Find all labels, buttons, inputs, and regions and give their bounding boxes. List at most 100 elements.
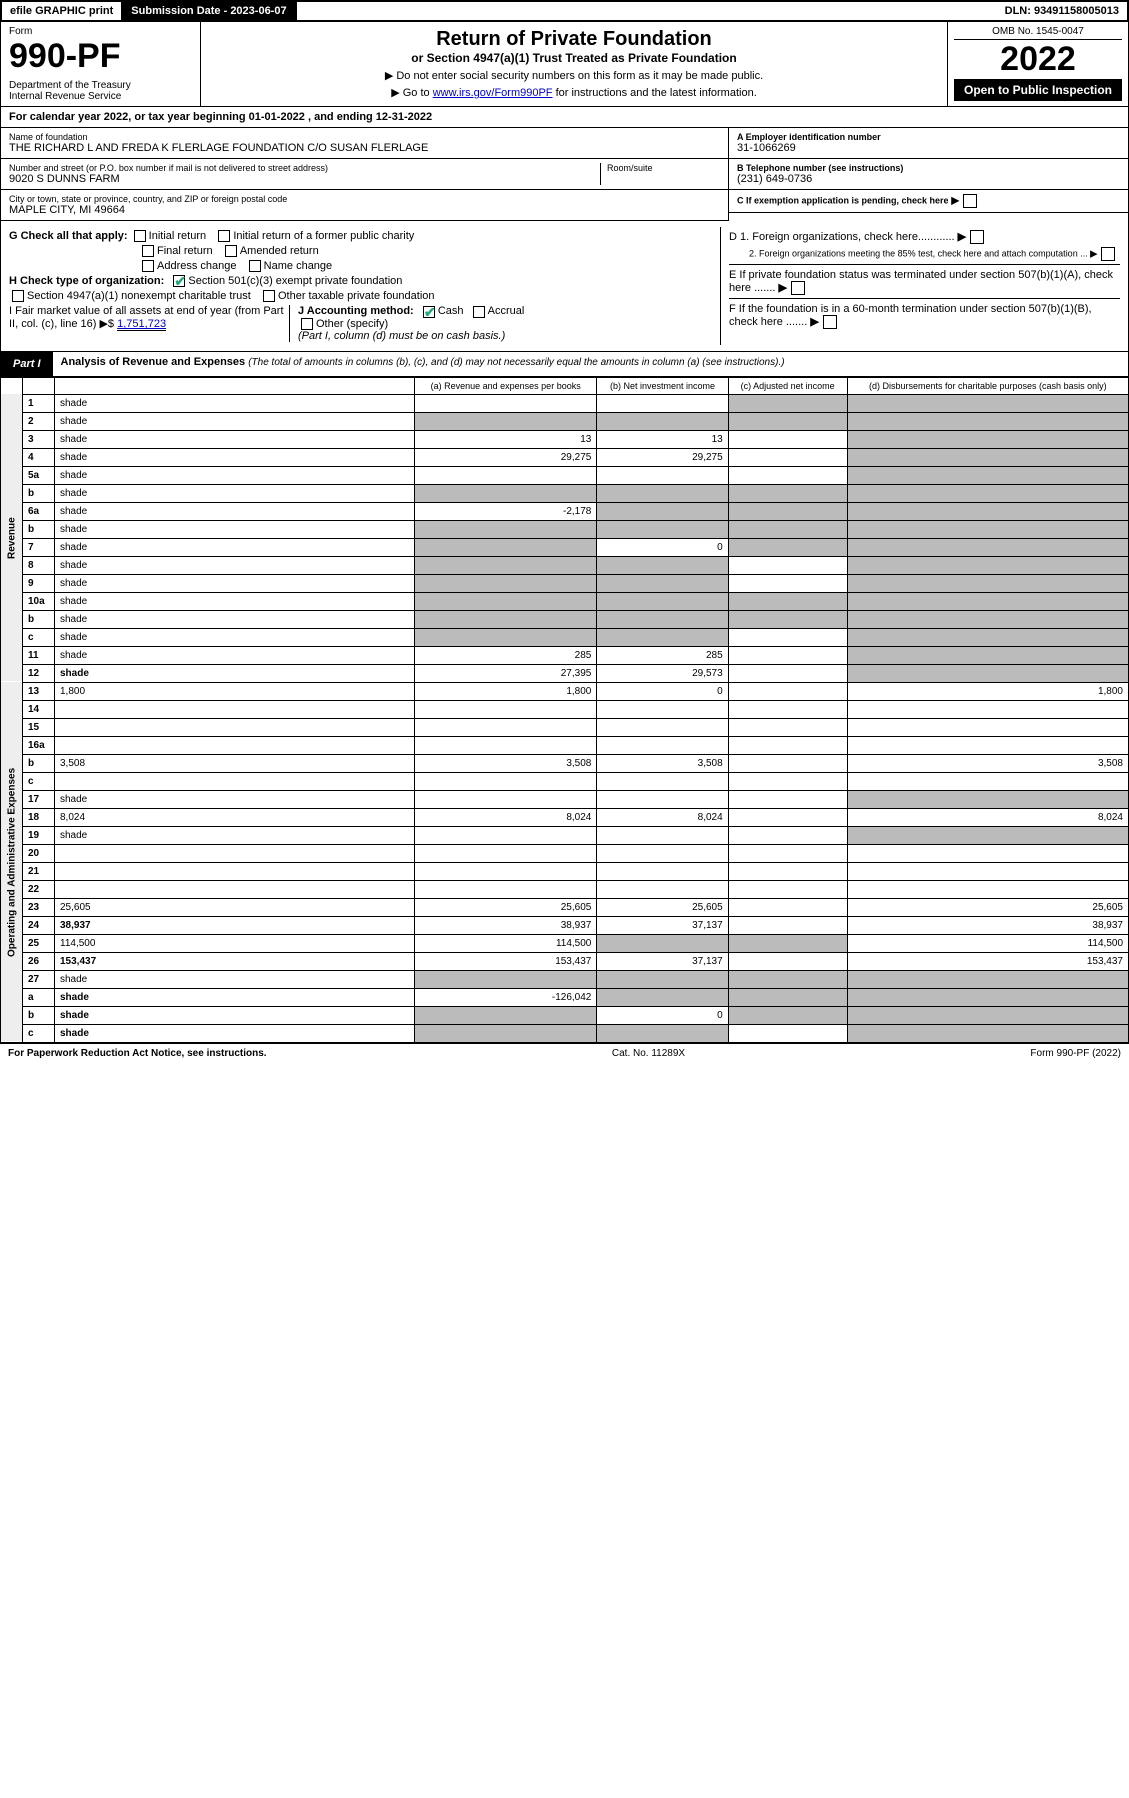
form-subtitle: or Section 4947(a)(1) Trust Treated as P… [209,51,939,65]
cell-b [597,700,728,718]
cell-a [415,880,597,898]
cell-d [847,628,1128,646]
cell-c [728,718,847,736]
f-checkbox[interactable] [823,315,837,329]
e-checkbox[interactable] [791,281,805,295]
other-taxable-checkbox[interactable] [263,290,275,302]
table-row: 14 [1,700,1129,718]
fmv-link[interactable]: 1,751,723 [117,318,166,331]
instructions-link[interactable]: www.irs.gov/Form990PF [433,87,553,99]
cell-a [415,484,597,502]
note2-pre: ▶ Go to [391,87,432,99]
line-number: 24 [23,916,55,934]
cell-c [728,502,847,520]
footer-right: Form 990-PF (2022) [1030,1048,1121,1059]
room-label: Room/suite [607,163,720,173]
cell-d [847,700,1128,718]
cell-a [415,826,597,844]
line-number: a [23,988,55,1006]
cell-a: 3,508 [415,754,597,772]
d2-checkbox[interactable] [1101,247,1115,261]
d1-checkbox[interactable] [970,230,984,244]
cell-d [847,790,1128,808]
cell-a [415,1024,597,1042]
c-checkbox[interactable] [963,194,977,208]
cell-b: 3,508 [597,754,728,772]
dept-label: Department of the Treasury Internal Reve… [9,80,192,102]
g-opt-2: Final return [157,245,213,257]
c-label: C If exemption application is pending, c… [737,196,949,206]
omb-number: OMB No. 1545-0047 [954,26,1122,40]
col-b-hdr: (b) Net investment income [597,377,728,394]
line-desc [55,736,415,754]
cell-b: 37,137 [597,952,728,970]
line-desc: 8,024 [55,808,415,826]
j-label: J Accounting method: [298,305,414,317]
form-title: Return of Private Foundation [209,28,939,51]
initial-return-former-checkbox[interactable] [218,230,230,242]
cell-d [847,826,1128,844]
line-number: 8 [23,556,55,574]
cell-b [597,610,728,628]
line-number: 12 [23,664,55,682]
table-row: 3shade1313 [1,430,1129,448]
line-desc: shade [55,556,415,574]
g-row-3: Address change Name change [9,260,712,272]
table-row: bshade [1,610,1129,628]
line-desc [55,862,415,880]
line-number: 23 [23,898,55,916]
cell-b [597,502,728,520]
accrual-checkbox[interactable] [473,306,485,318]
cell-d [847,1006,1128,1024]
other-method-checkbox[interactable] [301,318,313,330]
cell-c [728,880,847,898]
line-number: c [23,628,55,646]
submission-date: Submission Date - 2023-06-07 [123,2,296,20]
cell-b: 29,275 [597,448,728,466]
final-return-checkbox[interactable] [142,245,154,257]
line-desc: 153,437 [55,952,415,970]
table-row: 8shade [1,556,1129,574]
cell-a [415,700,597,718]
cell-d [847,610,1128,628]
line-desc: shade [55,538,415,556]
g-opt-3: Amended return [240,245,319,257]
g-label: G Check all that apply: [9,230,128,242]
cell-b [597,484,728,502]
cash-checkbox[interactable] [423,306,435,318]
cell-c [728,520,847,538]
cell-a [415,412,597,430]
cell-a [415,790,597,808]
line-desc: shade [55,394,415,412]
col-a-hdr: (a) Revenue and expenses per books [415,377,597,394]
cell-a [415,466,597,484]
initial-return-checkbox[interactable] [134,230,146,242]
f-label: F If the foundation is in a 60-month ter… [729,303,1092,328]
line-desc: shade [55,520,415,538]
cell-c [728,790,847,808]
h-row: H Check type of organization: Section 50… [9,275,712,287]
line-desc: shade [55,430,415,448]
cell-c [728,412,847,430]
cell-a: 25,605 [415,898,597,916]
cell-b [597,412,728,430]
part1-tag: Part I [1,352,53,376]
line-desc: shade [55,628,415,646]
cell-d [847,664,1128,682]
4947-checkbox[interactable] [12,290,24,302]
address-change-checkbox[interactable] [142,260,154,272]
table-row: 9shade [1,574,1129,592]
table-row: 27shade [1,970,1129,988]
amended-return-checkbox[interactable] [225,245,237,257]
cell-d: 25,605 [847,898,1128,916]
table-row: bshade [1,520,1129,538]
cell-a: 38,937 [415,916,597,934]
table-row: c [1,772,1129,790]
line-number: 14 [23,700,55,718]
cell-a [415,394,597,412]
501c3-checkbox[interactable] [173,275,185,287]
cell-a [415,610,597,628]
arrow-icon: ▶ [951,196,959,207]
line-desc: shade [55,448,415,466]
name-change-checkbox[interactable] [249,260,261,272]
